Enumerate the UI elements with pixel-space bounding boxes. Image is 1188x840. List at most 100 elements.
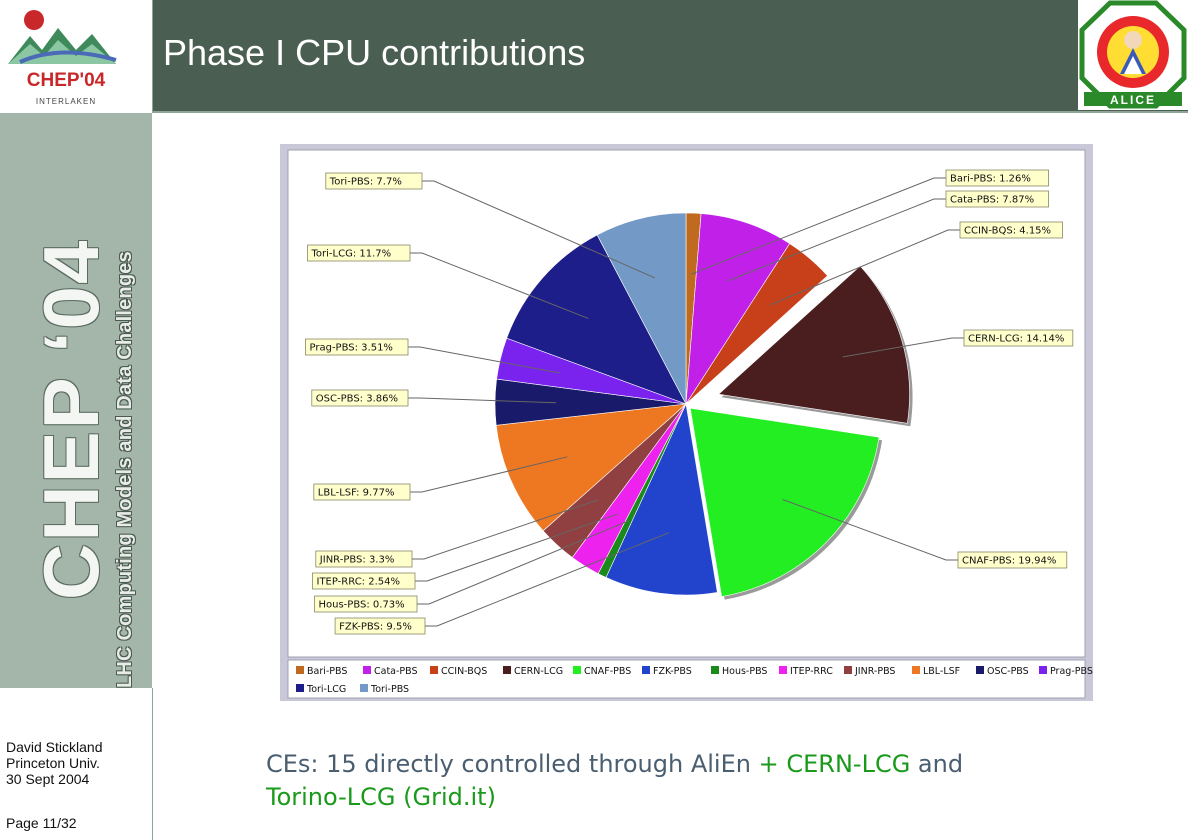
legend-label-itep-rrc: ITEP-RRC	[790, 666, 833, 677]
callout-line-hous-pbs	[417, 520, 630, 605]
legend-swatch-cata-pbs	[363, 666, 371, 674]
legend-label-prag-pbs: Prag-PBS	[1050, 666, 1093, 677]
callout-label-fzk-pbs: FZK-PBS: 9.5%	[339, 622, 412, 633]
callout-label-tori-lcg: Tori-LCG: 11.7%	[311, 249, 392, 260]
sidebar-subtitle: LHC Computing Models and Data Challenges	[114, 251, 136, 688]
callout-box-fzk-pbs	[334, 617, 426, 635]
callout-box-cata-pbs	[945, 190, 1049, 208]
presentation-date: 30 Sept 2004	[6, 771, 90, 787]
callout-label-cata-pbs: Cata-PBS: 7.87%	[950, 195, 1034, 206]
page-number: Page 11/32	[6, 815, 77, 831]
legend-swatch-tori-pbs	[360, 684, 368, 692]
callout-box-cnaf-pbs	[957, 551, 1068, 569]
alice-logo-image: ALICE	[1079, 0, 1187, 109]
callout-line-cata-pbs	[727, 198, 946, 282]
callout-box-jinr-pbs	[315, 550, 413, 568]
sidebar	[0, 113, 152, 688]
callout-label-prag-pbs: Prag-PBS: 3.51%	[310, 343, 393, 354]
sidebar-conference-title: CHEP ‘04	[27, 238, 115, 600]
legend-label-tori-lcg: Tori-LCG	[306, 684, 346, 695]
legend-swatch-hous-pbs	[711, 666, 719, 674]
alice-logo: ALICE	[1078, 0, 1188, 110]
callout-box-tori-lcg	[307, 244, 411, 262]
pie-slice-cern-lcg	[717, 265, 910, 424]
callout-box-tori-pbs	[325, 172, 423, 190]
author-affiliation: Princeton Univ.	[6, 755, 100, 771]
callout-box-itep-rrc	[312, 572, 416, 590]
ce-and: and	[910, 750, 964, 778]
chep-logo-text: CHEP'04	[27, 70, 106, 91]
callout-line-jinr-pbs	[412, 499, 599, 560]
callout-label-ccin-bqs: CCIN-BQS: 4.15%	[964, 226, 1051, 237]
legend-label-jinr-pbs: JINR-PBS	[854, 666, 895, 677]
legend-label-osc-pbs: OSC-PBS	[987, 666, 1029, 677]
legend-swatch-jinr-pbs	[844, 666, 852, 674]
callout-line-prag-pbs	[408, 346, 560, 374]
pie-slice-tori-pbs	[596, 212, 687, 405]
ce-cern-lcg: CERN-LCG	[786, 750, 911, 778]
legend-label-cnaf-pbs: CNAF-PBS	[584, 666, 631, 677]
ce-plus: +	[758, 750, 787, 778]
pie-slice-lbl-lsf	[495, 403, 687, 532]
legend-swatch-itep-rrc	[779, 666, 787, 674]
pie-chart: Bari-PBS: 1.26% Cata-PBS: 7.87% CCIN-BQS: …	[287, 149, 1093, 699]
callout-box-bari-pbs	[945, 169, 1049, 187]
legend-swatch-lbl-lsf	[912, 666, 920, 674]
legend-label-bari-pbs: Bari-PBS	[307, 666, 347, 677]
pie-slice-ccin-bqs	[685, 243, 828, 405]
alice-logo-text: ALICE	[1110, 93, 1156, 107]
legend-label-fzk-pbs: FZK-PBS	[653, 666, 692, 677]
pie-callouts: Bari-PBS: 1.26% Cata-PBS: 7.87% CCIN-BQS: …	[305, 169, 1074, 635]
callout-box-prag-pbs	[305, 338, 409, 356]
callout-line-itep-rrc	[415, 513, 618, 582]
callout-label-bari-pbs: Bari-PBS: 1.26%	[950, 174, 1031, 185]
chep-logo-subtitle: INTERLAKEN	[36, 97, 96, 106]
callout-label-itep-rrc: ITEP-RRC: 2.54%	[317, 577, 401, 588]
callout-line-tori-lcg	[410, 252, 589, 319]
callout-box-osc-pbs	[311, 389, 409, 407]
legend-swatch-fzk-pbs	[642, 666, 650, 674]
header-bar	[152, 0, 1188, 111]
legend-label-tori-pbs: Tori-PBS	[370, 684, 409, 695]
page-title: Phase I CPU contributions	[163, 32, 586, 73]
ce-torino-lcg: Torino-LCG (Grid.it)	[266, 783, 496, 811]
legend-swatch-ccin-bqs	[430, 666, 438, 674]
callout-box-hous-pbs	[314, 595, 418, 613]
ce-label: CEs:	[266, 750, 327, 778]
footer-panel	[0, 688, 153, 840]
callout-label-cnaf-pbs: CNAF-PBS: 19.94%	[962, 556, 1056, 567]
callout-line-cnaf-pbs	[782, 499, 958, 561]
legend-swatch-tori-lcg	[296, 684, 304, 692]
legend-label-cern-lcg: CERN-LCG	[514, 666, 563, 677]
legend-swatch-cnaf-pbs	[573, 666, 581, 674]
chart-frame: Bari-PBS: 1.26% Cata-PBS: 7.87% CCIN-BQS: …	[280, 144, 1093, 701]
callout-line-fzk-pbs	[425, 532, 669, 627]
chep-logo: CHEP'04 INTERLAKEN	[0, 0, 153, 113]
legend-label-ccin-bqs: CCIN-BQS	[441, 666, 487, 677]
chep-logo-image: CHEP'04 INTERLAKEN	[8, 10, 117, 106]
callout-line-ccin-bqs	[769, 229, 960, 306]
legend-swatch-prag-pbs	[1039, 666, 1047, 674]
callout-label-osc-pbs: OSC-PBS: 3.86%	[316, 394, 398, 405]
legend-swatch-osc-pbs	[976, 666, 984, 674]
callout-line-tori-pbs	[422, 180, 656, 279]
legend-swatch-cern-lcg	[503, 666, 511, 674]
ce-summary: CEs: 15 directly controlled through AliE…	[266, 748, 963, 814]
legend-label-lbl-lsf: LBL-LSF	[923, 666, 960, 677]
callout-label-cern-lcg: CERN-LCG: 14.14%	[968, 334, 1064, 345]
callout-line-lbl-lsf	[410, 456, 568, 493]
author-name: David Stickland	[6, 739, 103, 755]
pie-slice-cata-pbs	[685, 213, 791, 405]
callout-label-lbl-lsf: LBL-LSF: 9.77%	[318, 488, 395, 499]
callout-box-ccin-bqs	[959, 221, 1063, 239]
callout-box-lbl-lsf	[313, 483, 411, 501]
callout-label-tori-pbs: Tori-PBS: 7.7%	[329, 177, 402, 188]
callout-line-cern-lcg	[842, 337, 964, 358]
callout-line-bari-pbs	[690, 177, 946, 275]
ce-direct-text: 15 directly controlled through AliEn	[326, 750, 759, 778]
pie-slice-tori-lcg	[506, 234, 687, 405]
header-divider	[152, 111, 1188, 113]
chart-legend: Bari-PBS Cata-PBS CCIN-BQS CERN-LCG CNAF-PBS…	[296, 666, 1093, 695]
callout-box-cern-lcg	[963, 329, 1074, 347]
callout-label-jinr-pbs: JINR-PBS: 3.3%	[319, 555, 395, 566]
